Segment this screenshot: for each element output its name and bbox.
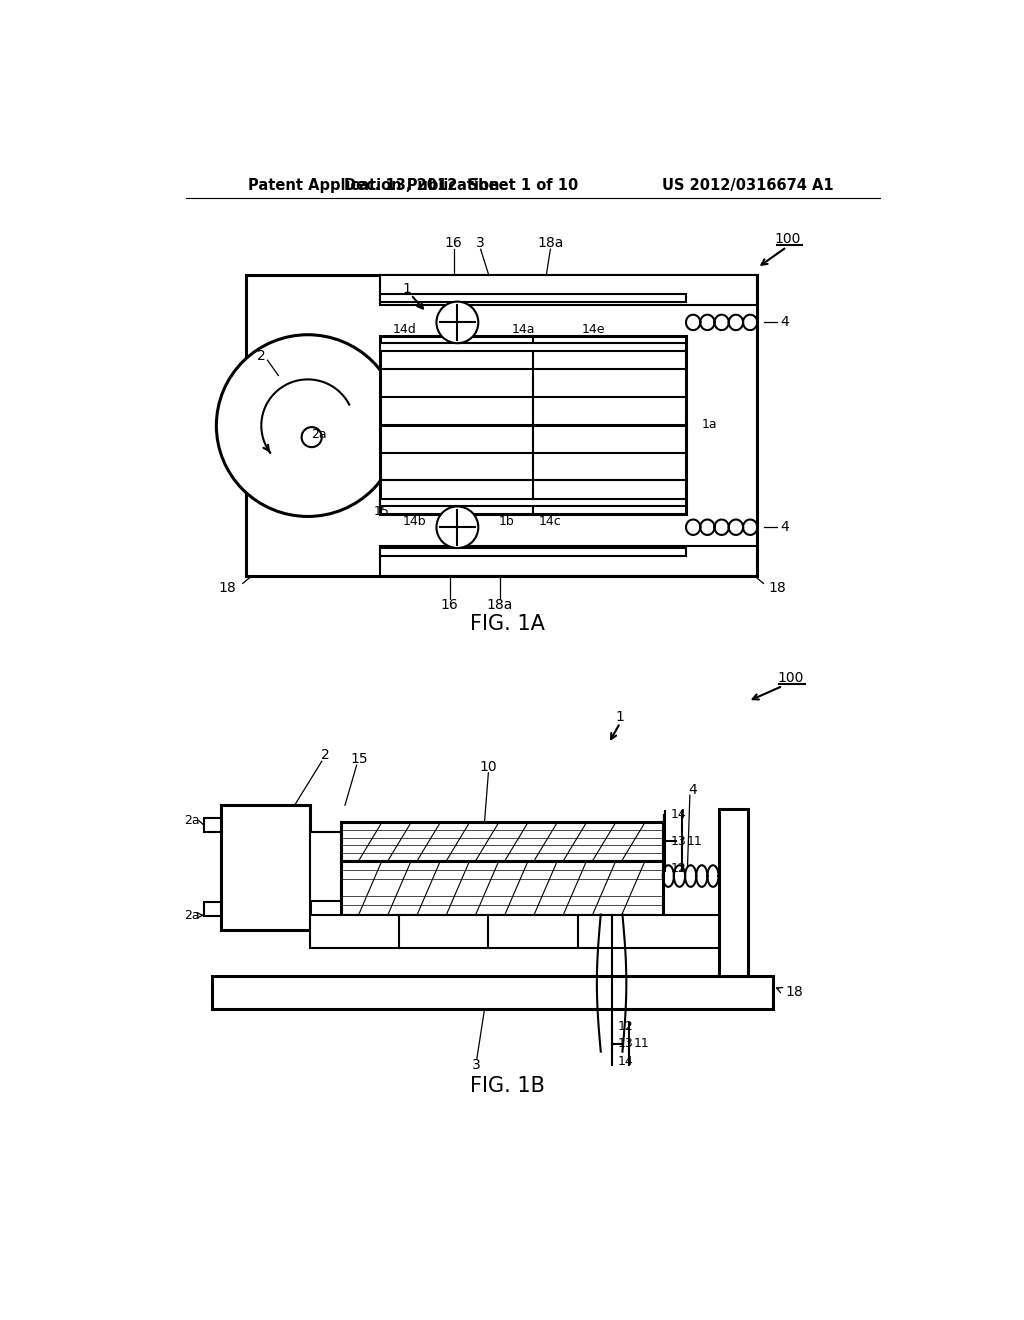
Text: 1a: 1a — [701, 417, 717, 430]
Text: Dec. 13, 2012  Sheet 1 of 10: Dec. 13, 2012 Sheet 1 of 10 — [344, 178, 579, 193]
Circle shape — [436, 302, 478, 343]
Text: 18: 18 — [785, 985, 803, 998]
Text: 18: 18 — [768, 581, 785, 595]
Text: 100: 100 — [777, 671, 804, 685]
Text: 13: 13 — [617, 1038, 634, 1051]
Text: 14: 14 — [671, 808, 686, 821]
Bar — [380, 294, 686, 302]
Text: 3: 3 — [476, 236, 485, 249]
Text: 12: 12 — [617, 1019, 634, 1032]
Text: 18a: 18a — [486, 598, 513, 612]
Text: 4: 4 — [780, 520, 790, 535]
Text: 10: 10 — [479, 760, 498, 774]
Text: 14c: 14c — [539, 515, 562, 528]
Bar — [380, 546, 758, 576]
Text: 14b: 14b — [402, 515, 427, 528]
Text: 15: 15 — [374, 504, 389, 517]
Text: 11: 11 — [687, 834, 702, 847]
Text: 2: 2 — [257, 350, 265, 363]
Bar — [380, 548, 686, 556]
Bar — [204, 903, 221, 916]
Bar — [380, 335, 686, 515]
Text: 2a: 2a — [184, 908, 200, 921]
Text: US 2012/0316674 A1: US 2012/0316674 A1 — [663, 178, 834, 193]
Text: 14e: 14e — [582, 323, 605, 335]
Text: 14a: 14a — [512, 323, 535, 335]
Text: 16: 16 — [440, 598, 459, 612]
Circle shape — [216, 335, 399, 516]
Bar — [341, 861, 663, 915]
Text: 16: 16 — [444, 236, 463, 249]
Text: 12: 12 — [671, 862, 686, 875]
Bar — [246, 276, 758, 576]
Circle shape — [436, 507, 478, 548]
Text: 15: 15 — [350, 752, 368, 766]
Bar — [212, 977, 773, 1010]
Bar — [310, 915, 719, 948]
Text: FIG. 1B: FIG. 1B — [470, 1076, 545, 1096]
Text: 2: 2 — [322, 748, 330, 762]
Bar — [719, 809, 748, 977]
Text: 1: 1 — [615, 710, 625, 723]
Text: 1b: 1b — [499, 515, 514, 528]
Text: 14d: 14d — [393, 323, 417, 335]
Text: 3: 3 — [472, 1059, 481, 1072]
Bar — [380, 499, 686, 507]
Text: 1: 1 — [402, 282, 412, 296]
Text: 2a: 2a — [184, 814, 200, 828]
Bar — [341, 822, 663, 861]
Bar — [310, 832, 341, 902]
Text: FIG. 1A: FIG. 1A — [470, 614, 545, 634]
Bar — [204, 818, 221, 832]
Text: 4: 4 — [688, 783, 696, 797]
Text: Patent Application Publication: Patent Application Publication — [248, 178, 500, 193]
Text: 18a: 18a — [538, 236, 563, 249]
Bar — [380, 276, 758, 305]
Text: 100: 100 — [774, 232, 801, 247]
Text: 13: 13 — [671, 834, 686, 847]
Text: 2a: 2a — [311, 428, 328, 441]
Bar — [221, 805, 310, 929]
Bar — [380, 343, 686, 351]
Text: 4: 4 — [780, 315, 790, 330]
Text: 14: 14 — [617, 1055, 634, 1068]
Text: 11: 11 — [634, 1038, 650, 1051]
Text: 18: 18 — [219, 581, 237, 595]
